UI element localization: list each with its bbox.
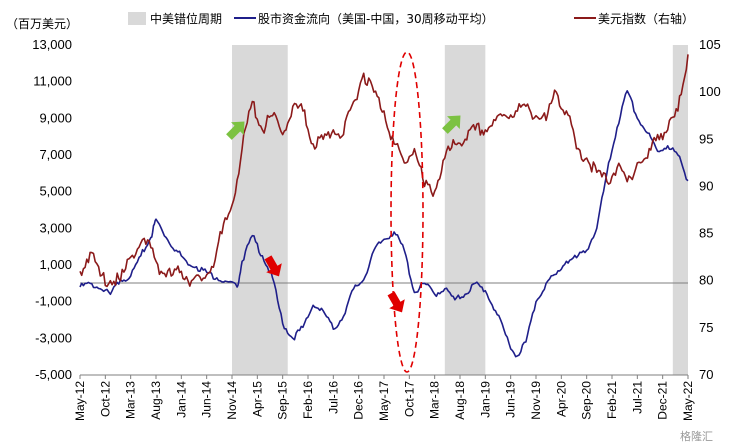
x-tick-label: Jul-21 [630, 381, 644, 414]
x-tick-label: Jul-16 [326, 381, 340, 414]
x-tick-label: Apr-20 [554, 381, 568, 417]
left-tick-label: 3,000 [39, 220, 72, 235]
shaded-period-2 [444, 45, 486, 375]
left-tick-label: 13,000 [32, 37, 72, 52]
x-tick-label: Nov-19 [529, 381, 543, 420]
left-tick-label: -5,000 [35, 367, 72, 382]
right-tick-label: 90 [699, 178, 713, 193]
x-tick-label: Feb-16 [301, 381, 315, 419]
left-y-axis: 13,000 11,000 9,000 7,000 5,000 3,000 1,000 -1,… [32, 37, 72, 382]
right-tick-label: 95 [699, 131, 713, 146]
x-tick-label: Jan-14 [174, 381, 188, 418]
up-arrow-green-2 [442, 115, 461, 134]
left-tick-label: 11,000 [33, 74, 72, 89]
up-arrow-green-1 [226, 121, 245, 140]
x-tick-label: Jun-14 [200, 381, 214, 418]
x-tick-label: Sep-15 [276, 381, 290, 420]
shaded-period-3 [672, 45, 688, 375]
legend-shade-label: 中美错位周期 [150, 11, 222, 26]
x-tick-label: Oct-12 [98, 381, 112, 417]
left-tick-label: -3,000 [35, 330, 72, 345]
right-tick-label: 105 [699, 37, 721, 52]
x-tick-label: Feb-21 [605, 381, 619, 419]
watermark: 格隆汇 [680, 429, 713, 443]
down-arrow-red-1 [264, 255, 282, 277]
flows-series-line [79, 90, 689, 358]
legend: 中美错位周期 股市资金流向（美国-中国，30周移动平均） 美元指数（右轴） [128, 11, 694, 26]
legend-flows-label: 股市资金流向（美国-中国，30周移动平均） [258, 11, 494, 26]
x-tick-label: Mar-13 [124, 381, 138, 419]
left-tick-label: 7,000 [39, 147, 72, 162]
series [79, 54, 689, 358]
right-y-axis: 105 100 95 90 85 80 75 70 [699, 37, 721, 382]
down-arrow-red-2 [387, 291, 405, 313]
shaded-periods [232, 45, 688, 375]
x-tick-label: Jun-19 [504, 381, 518, 418]
x-tick-label: Dec-21 [656, 381, 670, 420]
x-tick-label: Nov-14 [225, 381, 239, 420]
x-tick-label: Apr-15 [250, 381, 264, 417]
x-tick-label: Oct-17 [402, 381, 416, 417]
left-tick-label: 5,000 [39, 184, 72, 199]
right-tick-label: 75 [699, 320, 713, 335]
x-tick-label: May-17 [377, 381, 391, 421]
x-tick-label: May-22 [681, 381, 695, 421]
left-tick-label: -1,000 [35, 294, 72, 309]
x-tick-label: Sep-20 [580, 381, 594, 420]
x-tick-label: Aug-13 [149, 381, 163, 420]
shaded-period-1 [232, 45, 288, 375]
left-tick-label: 9,000 [39, 110, 72, 125]
highlight-ellipse [390, 51, 424, 373]
right-tick-label: 80 [699, 273, 713, 288]
legend-dxy-label: 美元指数（右轴） [598, 11, 694, 26]
x-tick-label: Jan-19 [478, 381, 492, 418]
left-axis-unit: （百万美元） [6, 17, 78, 31]
x-tick-label: Dec-16 [352, 381, 366, 420]
dxy-series-line [79, 54, 689, 288]
right-tick-label: 70 [699, 367, 713, 382]
x-tick-label: Aug-18 [453, 381, 467, 420]
x-tick-label: May-12 [73, 381, 87, 421]
legend-shade-swatch [128, 12, 146, 25]
right-tick-label: 100 [699, 84, 721, 99]
right-tick-label: 85 [699, 226, 713, 241]
x-axis: May-12 Oct-12 Mar-13 Aug-13 Jan-14 Jun-14 Nov-… [73, 375, 695, 421]
left-tick-label: 1,000 [39, 257, 72, 272]
x-tick-label: Mar-18 [428, 381, 442, 419]
